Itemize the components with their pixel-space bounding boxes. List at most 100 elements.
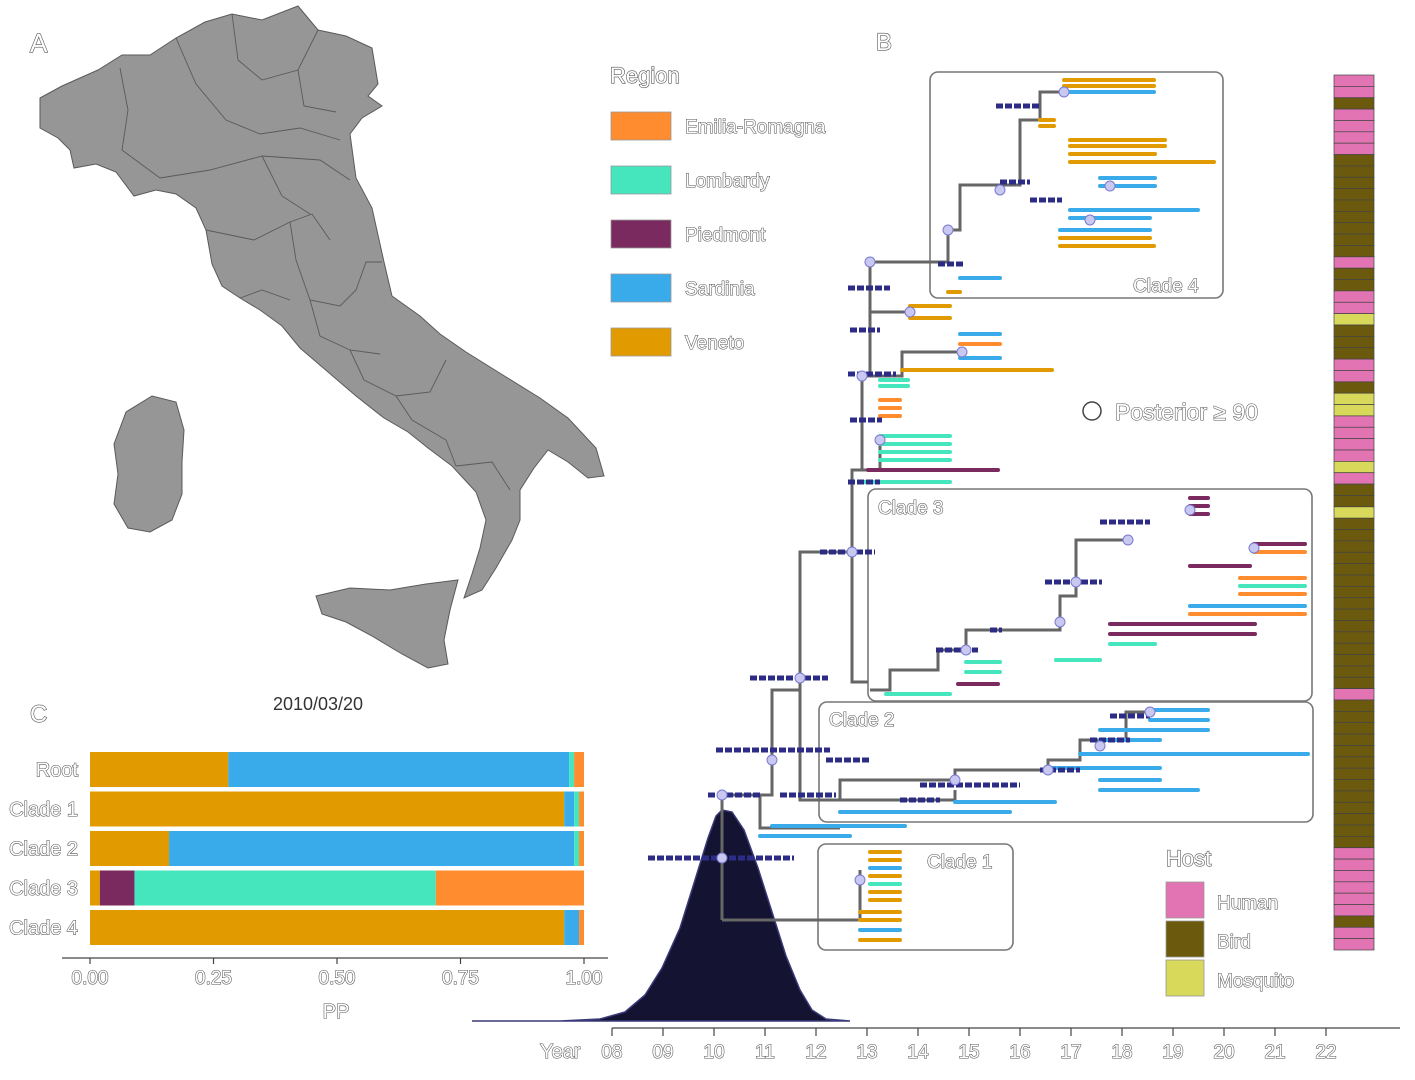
- region-swatch: [610, 273, 672, 303]
- host-strip-cell: [1333, 688, 1375, 701]
- host-strip-cell: [1333, 779, 1375, 792]
- region-legend-title: Region: [610, 63, 680, 88]
- tree-axis-tick-label: 17: [1060, 1042, 1081, 1063]
- pp-x-axis-label: PP: [323, 1001, 350, 1023]
- tree-nodes: [716, 86, 1260, 886]
- host-strip-cell: [1333, 495, 1375, 508]
- pp-x-tick-label: 0.00: [72, 968, 109, 989]
- pp-bar-segment: [574, 791, 580, 827]
- host-legend-title: Host: [1166, 846, 1211, 871]
- host-strip-cell: [1333, 120, 1375, 133]
- clade-2-label: Clade 2: [829, 710, 895, 731]
- host-strip-cell: [1333, 472, 1375, 485]
- host-strip-cell: [1333, 461, 1375, 474]
- pp-bar-segment: [99, 870, 135, 906]
- pp-bar-segment: [579, 791, 584, 827]
- clade-2-box: [818, 701, 1314, 823]
- host-strip-cell: [1333, 767, 1375, 780]
- tree-axis-tick-label: 13: [856, 1042, 877, 1063]
- tree-axis-tick-label: 11: [755, 1042, 775, 1063]
- host-strip-cell: [1333, 404, 1375, 417]
- pp-bar-segment: [579, 831, 584, 866]
- pp-bar-segment: [564, 910, 580, 945]
- host-strip-cell: [1333, 938, 1375, 951]
- host-strip-cell: [1333, 222, 1375, 235]
- region-legend-label: Sardinia: [685, 279, 755, 300]
- clade-3-box: [867, 488, 1313, 702]
- host-strip-cell: [1333, 665, 1375, 678]
- pp-bar-segment: [574, 752, 584, 787]
- host-strip-cell: [1333, 801, 1375, 814]
- host-strip-cell: [1333, 870, 1375, 883]
- host-strip-cell: [1333, 813, 1375, 826]
- region-legend-label: Lombardy: [685, 171, 770, 192]
- host-strip-cell: [1333, 108, 1375, 121]
- tree-axis-tick-label: 09: [652, 1042, 673, 1063]
- host-strip-cell: [1333, 699, 1375, 712]
- posterior-legend-label: Posterior ≥ 90: [1115, 399, 1258, 425]
- host-strip-cell: [1333, 211, 1375, 224]
- host-strip-cell: [1333, 449, 1375, 462]
- host-strip-cell: [1333, 245, 1375, 258]
- host-strip-cell: [1333, 608, 1375, 621]
- host-strip-cell: [1333, 86, 1375, 99]
- region-legend-label: Veneto: [685, 333, 744, 354]
- host-strip-cell: [1333, 267, 1375, 280]
- host-strip-cell: [1333, 381, 1375, 394]
- pp-bar-segment: [90, 831, 170, 866]
- host-strip-cell: [1333, 529, 1375, 542]
- host-strip-cell: [1333, 892, 1375, 905]
- pp-bar-segment: [169, 831, 575, 866]
- host-strip-cell: [1333, 370, 1375, 383]
- host-strip-cell: [1333, 483, 1375, 496]
- tree-axis-tick-label: 14: [907, 1042, 929, 1063]
- tree-axis-label: Year: [540, 1041, 581, 1063]
- host-strip-cell: [1333, 347, 1375, 360]
- host-strip-cell: [1333, 540, 1375, 553]
- pp-bar-segment: [228, 752, 570, 787]
- clade-4-box: [929, 71, 1224, 299]
- tree-axis-tick-label: 12: [805, 1042, 826, 1063]
- host-swatch: [1165, 959, 1205, 997]
- host-strip-cell: [1333, 279, 1375, 292]
- tree-axis-tick-label: 15: [958, 1042, 979, 1063]
- region-swatch: [610, 165, 672, 195]
- host-strip-cell: [1333, 824, 1375, 837]
- region-legend-label: Piedmont: [685, 225, 766, 246]
- map-sardinia: [113, 395, 185, 533]
- tree-branch-bars: [648, 78, 1310, 942]
- host-strip-cell: [1333, 290, 1375, 303]
- pp-category-label: Clade 4: [9, 918, 78, 940]
- region-swatch: [610, 327, 672, 357]
- host-strip-cell: [1333, 597, 1375, 610]
- tree-axis-tick-label: 21: [1264, 1042, 1285, 1063]
- host-strip-cell: [1333, 586, 1375, 599]
- tree-axis-tick-label: 08: [601, 1042, 622, 1063]
- host-strip-cell: [1333, 745, 1375, 758]
- host-strip-cell: [1333, 654, 1375, 667]
- host-strip-cell: [1333, 881, 1375, 894]
- tree-axis-tick-label: 10: [703, 1042, 724, 1063]
- host-strip-cell: [1333, 858, 1375, 871]
- pp-bar-segment: [569, 752, 575, 787]
- host-strip-cell: [1333, 301, 1375, 314]
- host-strip: [1333, 74, 1375, 951]
- tree-time-axis: 08 09 10 11 12 13 14 15 16 17 18 19 20 21 22: [601, 1027, 1400, 1064]
- pp-bar-segment: [134, 870, 436, 906]
- pp-x-tick-label: 0.50: [319, 968, 356, 989]
- host-legend-label: Mosquito: [1217, 971, 1294, 992]
- host-strip-cell: [1333, 563, 1375, 576]
- pp-bar-chart: Root Clade 1 Clade 2 Clade 3 Clade 4 0.00 0.25…: [9, 752, 608, 990]
- pp-category-label: Clade 2: [9, 839, 78, 861]
- region-legend: Emilia-Romagna Lombardy Piedmont Sardinia Ve…: [610, 111, 826, 357]
- region-swatch: [610, 111, 672, 141]
- host-strip-cell: [1333, 574, 1375, 587]
- panel-a-label: A: [30, 28, 48, 58]
- tree-axis-tick-label: 16: [1009, 1042, 1030, 1063]
- host-strip-cell: [1333, 358, 1375, 371]
- host-legend: Human Bird Mosquito: [1165, 881, 1295, 997]
- pp-category-label: Clade 3: [9, 878, 78, 900]
- pp-x-tick-label: 0.25: [195, 968, 232, 989]
- host-swatch: [1165, 881, 1205, 919]
- clade-1-box: [817, 843, 1014, 951]
